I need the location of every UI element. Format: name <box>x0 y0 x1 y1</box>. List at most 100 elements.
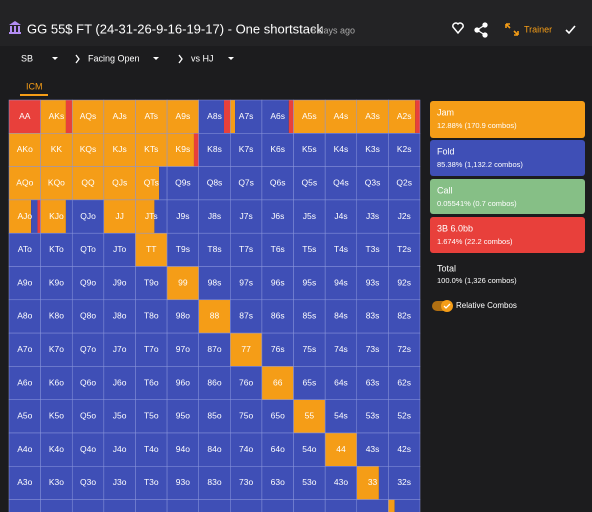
action-segment <box>167 499 199 512</box>
legend-item[interactable]: Call 0.05541% (0.7 combos) <box>430 179 585 214</box>
hand-cell: AA <box>8 99 41 134</box>
hand-cell: 82o <box>198 499 231 512</box>
hand-cell: 95o <box>166 399 199 434</box>
action-segment <box>193 133 199 167</box>
hand-label: 92s <box>397 277 411 287</box>
action-segment <box>261 466 294 500</box>
hand-label: 62s <box>397 377 411 387</box>
hand-label: T8s <box>207 244 221 254</box>
confirm-button[interactable] <box>565 25 576 35</box>
action-segment <box>198 166 231 200</box>
action-segment <box>103 266 136 300</box>
position-dropdown[interactable]: SB <box>21 53 58 63</box>
action-dropdown[interactable]: Facing Open <box>75 53 159 64</box>
hand-cell: 62o <box>261 499 294 512</box>
legend-item[interactable]: 3B 6.0bb 1.674% (22.2 combos) <box>430 217 585 253</box>
action-segment <box>388 133 420 167</box>
hand-label: 54o <box>302 444 316 454</box>
action-segment <box>135 299 168 334</box>
hand-cell: KJo <box>40 199 73 234</box>
hand-cell: 43s <box>356 432 389 467</box>
hand-label: 63o <box>271 477 285 487</box>
hand-label: 54s <box>334 411 348 421</box>
opponent-dropdown[interactable]: vs HJ <box>178 53 234 64</box>
hand-cell: JJ <box>103 199 136 234</box>
action-segment <box>103 333 136 367</box>
hand-cell: 74s <box>324 332 358 367</box>
hand-cell: 62s <box>388 366 421 400</box>
action-segment <box>261 366 294 400</box>
action-segment <box>388 433 420 467</box>
hand-cell: KK <box>40 133 73 167</box>
hand-label: 76o <box>239 377 253 387</box>
action-segment <box>72 466 104 500</box>
hand-cell: 72s <box>388 332 421 367</box>
hand-cell: T8s <box>198 232 231 267</box>
hand-cell: 96o <box>166 366 199 400</box>
favorite-button[interactable] <box>452 22 464 35</box>
action-segment <box>9 433 41 467</box>
hand-cell: 82s <box>388 299 421 334</box>
legend-item[interactable]: Jam 12.88% (170.9 combos) <box>430 101 585 138</box>
action-segment <box>230 199 262 234</box>
hand-label: A4s <box>334 111 349 121</box>
hand-cell: J4s <box>324 199 358 234</box>
hand-cell: 75o <box>230 399 263 434</box>
hand-label: Q7o <box>80 344 96 354</box>
hand-label: 97s <box>239 277 253 287</box>
action-segment <box>167 366 199 400</box>
action-segment <box>230 133 262 167</box>
action-segment <box>388 166 420 200</box>
action-label: Facing Open <box>88 53 140 63</box>
hand-cell: T3o <box>135 466 168 500</box>
hand-cell: T8o <box>135 299 168 334</box>
hand-label: T6o <box>144 377 159 387</box>
hand-label: AA <box>19 111 31 121</box>
action-segment <box>293 233 326 267</box>
action-segment <box>72 299 104 334</box>
action-segment <box>293 133 326 167</box>
action-segment <box>135 433 168 467</box>
hand-label: QJs <box>112 178 127 188</box>
hand-cell: KTo <box>40 232 73 267</box>
action-segment <box>415 100 420 134</box>
hand-cell: T4s <box>324 232 358 267</box>
hand-cell: T3s <box>356 232 389 267</box>
hand-cell: Q3s <box>356 166 389 201</box>
cell-border <box>103 499 136 512</box>
hand-cell: 65s <box>293 366 326 400</box>
action-segment <box>356 299 389 334</box>
hand-cell: Q7s <box>230 166 263 201</box>
action-segment <box>378 466 389 500</box>
hand-cell: J8s <box>198 199 231 234</box>
legend-item[interactable]: Fold 85.38% (1,132.2 combos) <box>430 140 585 176</box>
hand-label: 32o <box>365 511 379 512</box>
share-button[interactable] <box>474 22 488 38</box>
hand-label: 63s <box>366 377 380 387</box>
hand-cell: 76o <box>230 366 263 400</box>
hand-cell: 84o <box>198 432 231 467</box>
action-segment <box>293 166 326 200</box>
action-segment <box>40 366 73 400</box>
hand-label: T5s <box>302 244 316 254</box>
action-segment <box>261 299 294 334</box>
hand-label: 33 <box>368 477 378 487</box>
hand-cell: K4s <box>324 133 358 167</box>
hand-cell: 53s <box>356 399 389 434</box>
hand-cell: 63o <box>261 466 294 500</box>
action-segment <box>40 399 73 433</box>
hand-label: ATs <box>144 111 158 121</box>
icm-tab[interactable]: ICM <box>20 81 48 96</box>
legend-box <box>430 101 585 138</box>
action-segment <box>356 366 389 400</box>
hand-label: Q8o <box>80 311 96 321</box>
action-segment <box>293 299 326 334</box>
hand-cell: 83o <box>198 466 231 500</box>
trainer-button[interactable]: Trainer <box>505 23 552 36</box>
relative-combos-toggle[interactable]: Relative Combos <box>432 300 517 312</box>
legend-name: 3B 6.0bb <box>437 223 473 233</box>
hand-label: T4o <box>144 444 159 454</box>
action-segment <box>103 166 136 200</box>
hand-cell: 64o <box>261 432 294 467</box>
hand-label: J5o <box>113 411 127 421</box>
